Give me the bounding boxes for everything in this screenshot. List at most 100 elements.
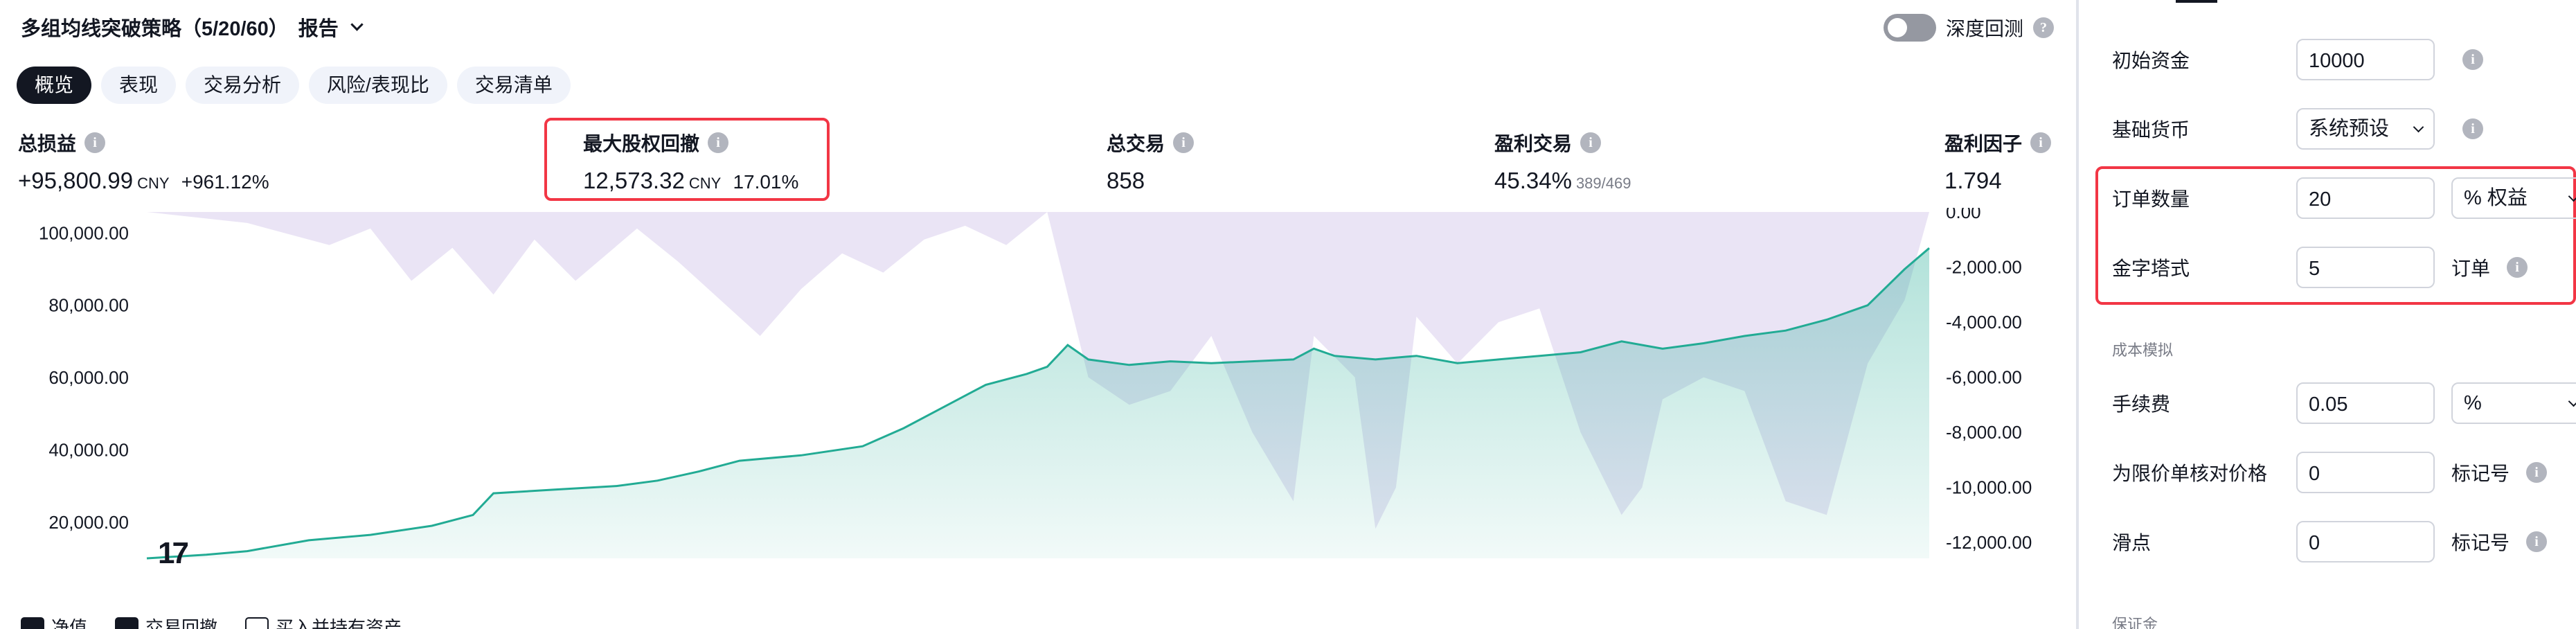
tab-overview[interactable]: 概览 [17, 67, 92, 104]
deep-backtest-label: 深度回测 [1946, 18, 2024, 39]
select-value: 系统预设 [2309, 118, 2390, 140]
setting-initial-capital: 初始资金 10000 i [2112, 39, 2483, 80]
info-icon[interactable]: i [2462, 49, 2483, 70]
net-profit-value: +95,800.99 [18, 168, 134, 193]
left-axis-tick: 100,000.00 [39, 222, 129, 243]
setting-pyramiding: 金字塔式 5 订单 i [2112, 247, 2528, 288]
slippage-input[interactable]: 0 [2296, 521, 2435, 562]
setting-commission: 手续费 0.05 % [2112, 382, 2576, 424]
right-axis-tick: -12,000.00 [1946, 532, 2032, 553]
profitable-ratio: 389/469 [1575, 175, 1631, 192]
profitable-pct: 45.34% [1494, 168, 1572, 193]
total-trades-value: 858 [1107, 168, 1145, 193]
info-icon[interactable]: i [2030, 132, 2052, 153]
base-currency-select[interactable]: 系统预设 [2296, 108, 2435, 150]
equity-drawdown-chart[interactable]: 100,000.00 80,000.00 60,000.00 40,000.00 20,… [0, 208, 2077, 568]
metric-label: 盈利交易 [1494, 133, 1573, 154]
strategy-settings-panel: 初始资金 10000 i 基础货币 系统预设 i 订单数量 20 % 权益 金字… [2079, 0, 2576, 629]
pyramiding-unit: 订单 [2451, 258, 2491, 279]
equity-area [147, 248, 1929, 558]
right-axis-tick: -2,000.00 [1946, 257, 2022, 278]
strategy-report-panel: 多组均线突破策略（5/20/60） 报告 深度回测 ? 概览 表现 交易分析 风… [0, 12, 2077, 629]
chevron-down-icon [350, 17, 364, 31]
metric-profitable: 盈利交易 i 45.34% 389/469 [1494, 129, 1631, 194]
tab-risk-ratios[interactable]: 风险/表现比 [309, 67, 447, 104]
help-icon[interactable]: ? [2033, 17, 2055, 38]
tab-performance[interactable]: 表现 [101, 67, 177, 104]
setting-label: 金字塔式 [2112, 258, 2190, 279]
info-icon[interactable]: i [84, 132, 106, 153]
setting-verify-limit-price: 为限价单核对价格 0 标记号 i [2112, 452, 2548, 493]
right-axis-tick: -4,000.00 [1946, 312, 2022, 333]
metric-profit-factor: 盈利因子 i 1.794 [1944, 129, 2052, 194]
drawdown-area [147, 212, 1929, 529]
section-margin: 保证金 [2112, 616, 2158, 629]
order-size-input[interactable]: 20 [2296, 177, 2435, 219]
metric-label: 总损益 [18, 133, 77, 154]
tradingview-logo: 17 [158, 536, 189, 570]
tab-trade-analysis[interactable]: 交易分析 [186, 67, 300, 104]
tab-trade-list[interactable]: 交易清单 [456, 67, 571, 104]
currency: CNY [688, 175, 722, 192]
info-icon[interactable]: i [2462, 118, 2483, 139]
deep-backtest-control: 深度回测 ? [1884, 14, 2055, 42]
metric-net-profit: 总损益 i +95,800.99 CNY +961.12% [18, 129, 269, 194]
verify-limit-input[interactable]: 0 [2296, 452, 2435, 493]
checkbox[interactable] [115, 617, 139, 629]
info-icon[interactable]: i [1173, 132, 1195, 153]
initial-capital-input[interactable]: 10000 [2296, 39, 2435, 80]
drawdown-pct: 17.01% [733, 171, 799, 193]
info-icon[interactable]: i [1580, 132, 1602, 153]
left-axis-tick: 40,000.00 [48, 439, 129, 460]
left-axis-tick: 20,000.00 [48, 512, 129, 533]
checkbox[interactable] [245, 617, 269, 629]
highlight-box [2095, 166, 2576, 305]
strategy-name: 多组均线突破策略（5/20/60） [21, 18, 289, 40]
pyramiding-input[interactable]: 5 [2296, 247, 2435, 288]
order-size-unit-select[interactable]: % 权益 [2451, 177, 2576, 219]
setting-label: 基础货币 [2112, 119, 2190, 141]
slippage-unit: 标记号 [2451, 532, 2510, 553]
drawdown-value: 12,573.32 [583, 168, 685, 193]
metric-total-trades: 总交易 i 858 [1107, 129, 1195, 194]
chevron-down-icon [2568, 191, 2576, 202]
metric-label: 总交易 [1107, 133, 1165, 154]
currency: CNY [137, 175, 170, 192]
right-axis-tick: 0.00 [1946, 208, 1981, 222]
right-axis-tick: -10,000.00 [1946, 477, 2032, 498]
report-tabs: 概览 表现 交易分析 风险/表现比 交易清单 [17, 67, 571, 104]
setting-base-currency: 基础货币 系统预设 i [2112, 108, 2483, 150]
info-icon[interactable]: i [708, 132, 729, 153]
setting-slippage: 滑点 0 标记号 i [2112, 521, 2548, 562]
commission-unit-select[interactable]: % [2451, 382, 2576, 424]
report-dropdown-label: 报告 [298, 18, 339, 40]
setting-label: 初始资金 [2112, 50, 2190, 71]
legend-buy-hold[interactable]: 买入并持有资产 [245, 614, 402, 629]
select-value: % [2464, 392, 2482, 414]
left-axis-tick: 60,000.00 [48, 367, 129, 388]
report-title[interactable]: 多组均线突破策略（5/20/60） 报告 [21, 12, 364, 42]
net-profit-pct: +961.12% [181, 171, 269, 193]
legend-equity[interactable]: 净值 [21, 614, 87, 629]
setting-order-size: 订单数量 20 % 权益 [2112, 177, 2576, 219]
info-icon[interactable]: i [2507, 257, 2528, 278]
chevron-down-icon [2568, 396, 2576, 407]
left-axis-tick: 80,000.00 [48, 295, 129, 316]
setting-label: 订单数量 [2112, 188, 2190, 210]
checkbox[interactable] [21, 617, 44, 629]
info-icon[interactable]: i [2526, 531, 2548, 552]
panel-divider[interactable] [2076, 0, 2079, 629]
right-axis-tick: -6,000.00 [1946, 367, 2022, 388]
deep-backtest-toggle[interactable] [1884, 14, 1936, 42]
info-icon[interactable]: i [2526, 462, 2548, 483]
metric-max-drawdown: 最大股权回撤 i 12,573.32 CNY 17.01% [583, 129, 798, 194]
select-value: % 权益 [2464, 187, 2528, 209]
chart-legend-controls: 净值 交易回撤 买入并持有资产 [21, 614, 402, 629]
setting-label: 为限价单核对价格 [2112, 463, 2268, 484]
commission-input[interactable]: 0.05 [2296, 382, 2435, 424]
legend-drawdown[interactable]: 交易回撤 [115, 614, 217, 629]
right-axis-tick: -8,000.00 [1946, 422, 2022, 443]
section-cost-simulation: 成本模拟 [2112, 342, 2174, 359]
verify-limit-unit: 标记号 [2451, 463, 2510, 484]
metric-label: 最大股权回撤 [583, 133, 700, 154]
